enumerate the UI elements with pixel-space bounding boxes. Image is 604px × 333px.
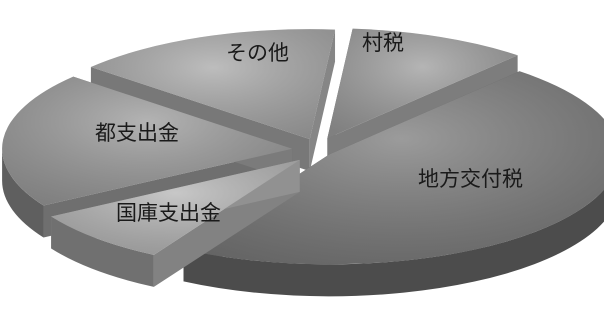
- pie-slice-side: [183, 189, 604, 297]
- pie-slice-shading: [90, 29, 336, 140]
- pie-slice-shading: [51, 159, 300, 255]
- pie-slice-side: [2, 148, 44, 238]
- slice-label-2: 地方交付税: [418, 167, 523, 191]
- pie-sides: [2, 28, 604, 297]
- pie-slice-wall: [309, 29, 336, 172]
- slice-label-4: 都支出金: [95, 121, 179, 145]
- pie-slice-3: [51, 159, 300, 287]
- pie-slice-shading: [327, 28, 518, 139]
- pie-slice-shading: [183, 71, 604, 265]
- pie-slice-shading: [2, 76, 293, 206]
- slice-label-3: 国庫支出金: [116, 201, 221, 225]
- pie-slice-side: [51, 216, 154, 287]
- pie-slice-2: [183, 71, 604, 297]
- slice-label-1: 村税: [362, 31, 404, 55]
- slice-label-5: その他: [226, 41, 289, 65]
